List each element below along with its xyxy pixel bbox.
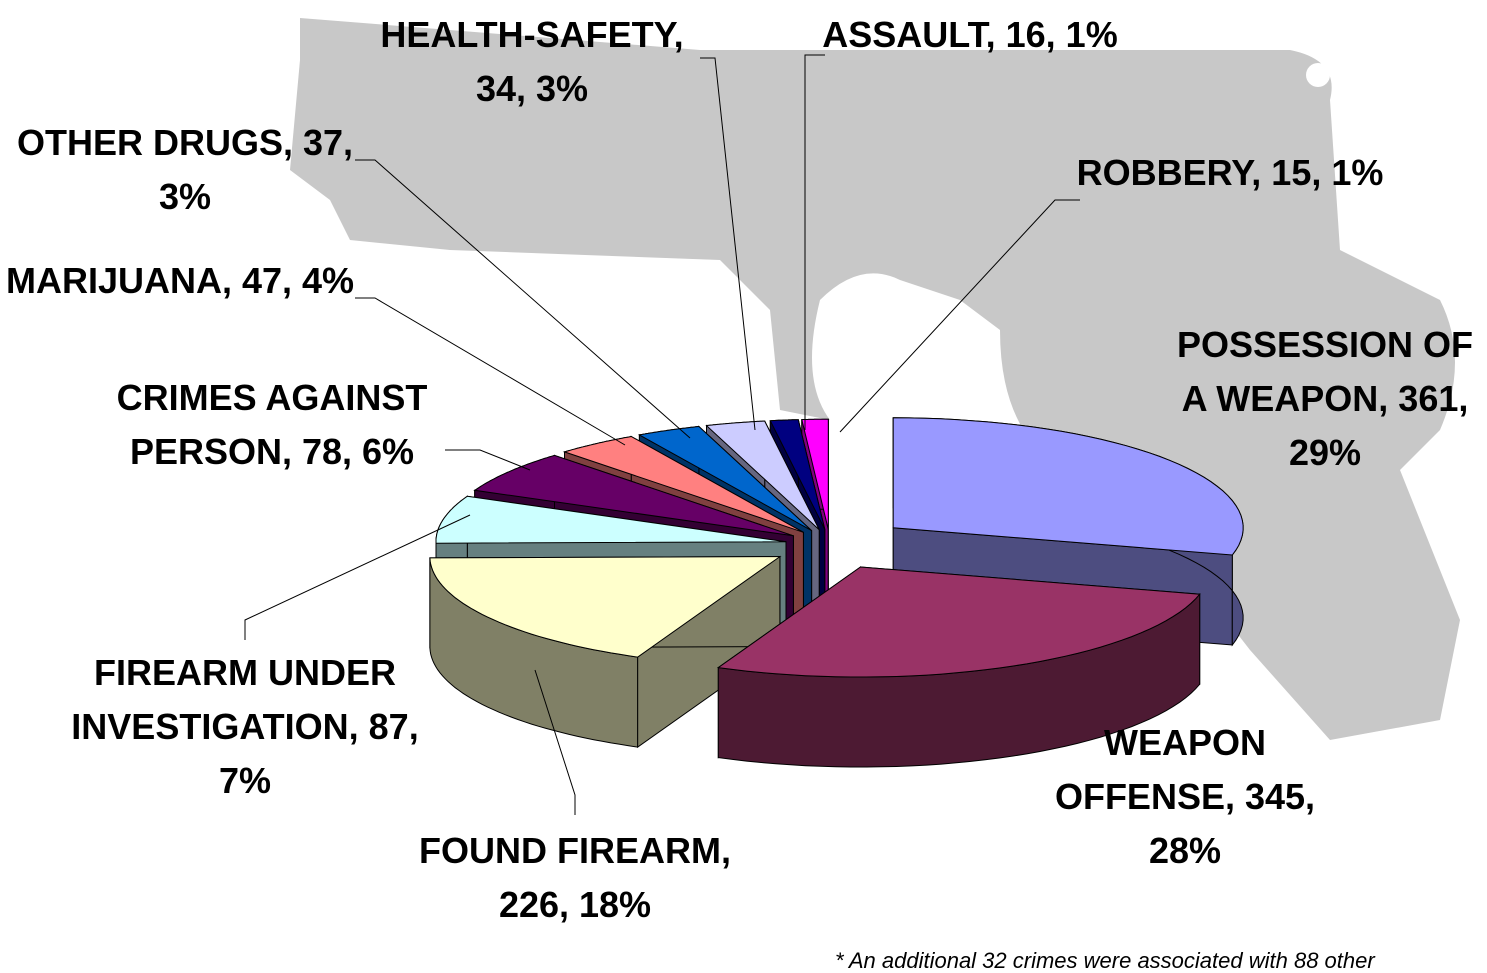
data-label: CRIMES AGAINST PERSON, 78, 6% — [102, 371, 442, 479]
data-label: MARIJUANA, 47, 4% — [5, 254, 355, 308]
data-label: ROBBERY, 15, 1% — [1070, 146, 1390, 200]
data-label: HEALTH-SAFETY, 34, 3% — [367, 8, 697, 116]
pie — [430, 418, 1243, 767]
data-label: ASSAULT, 16, 1% — [820, 8, 1120, 62]
chart: * An additional 32 crimes were associate… — [0, 0, 1487, 973]
data-label: OTHER DRUGS, 37, 3% — [10, 116, 360, 224]
data-label: POSSESSION OF A WEAPON, 361, 29% — [1160, 318, 1487, 480]
data-label: FIREARM UNDER INVESTIGATION, 87, 7% — [65, 646, 425, 808]
footnote: * An additional 32 crimes were associate… — [835, 948, 1375, 973]
data-label: FOUND FIREARM, 226, 18% — [415, 824, 735, 932]
data-label: WEAPON OFFENSE, 345, 28% — [1025, 716, 1345, 878]
background-gun-pin — [1306, 63, 1330, 87]
leader-line — [445, 450, 530, 470]
